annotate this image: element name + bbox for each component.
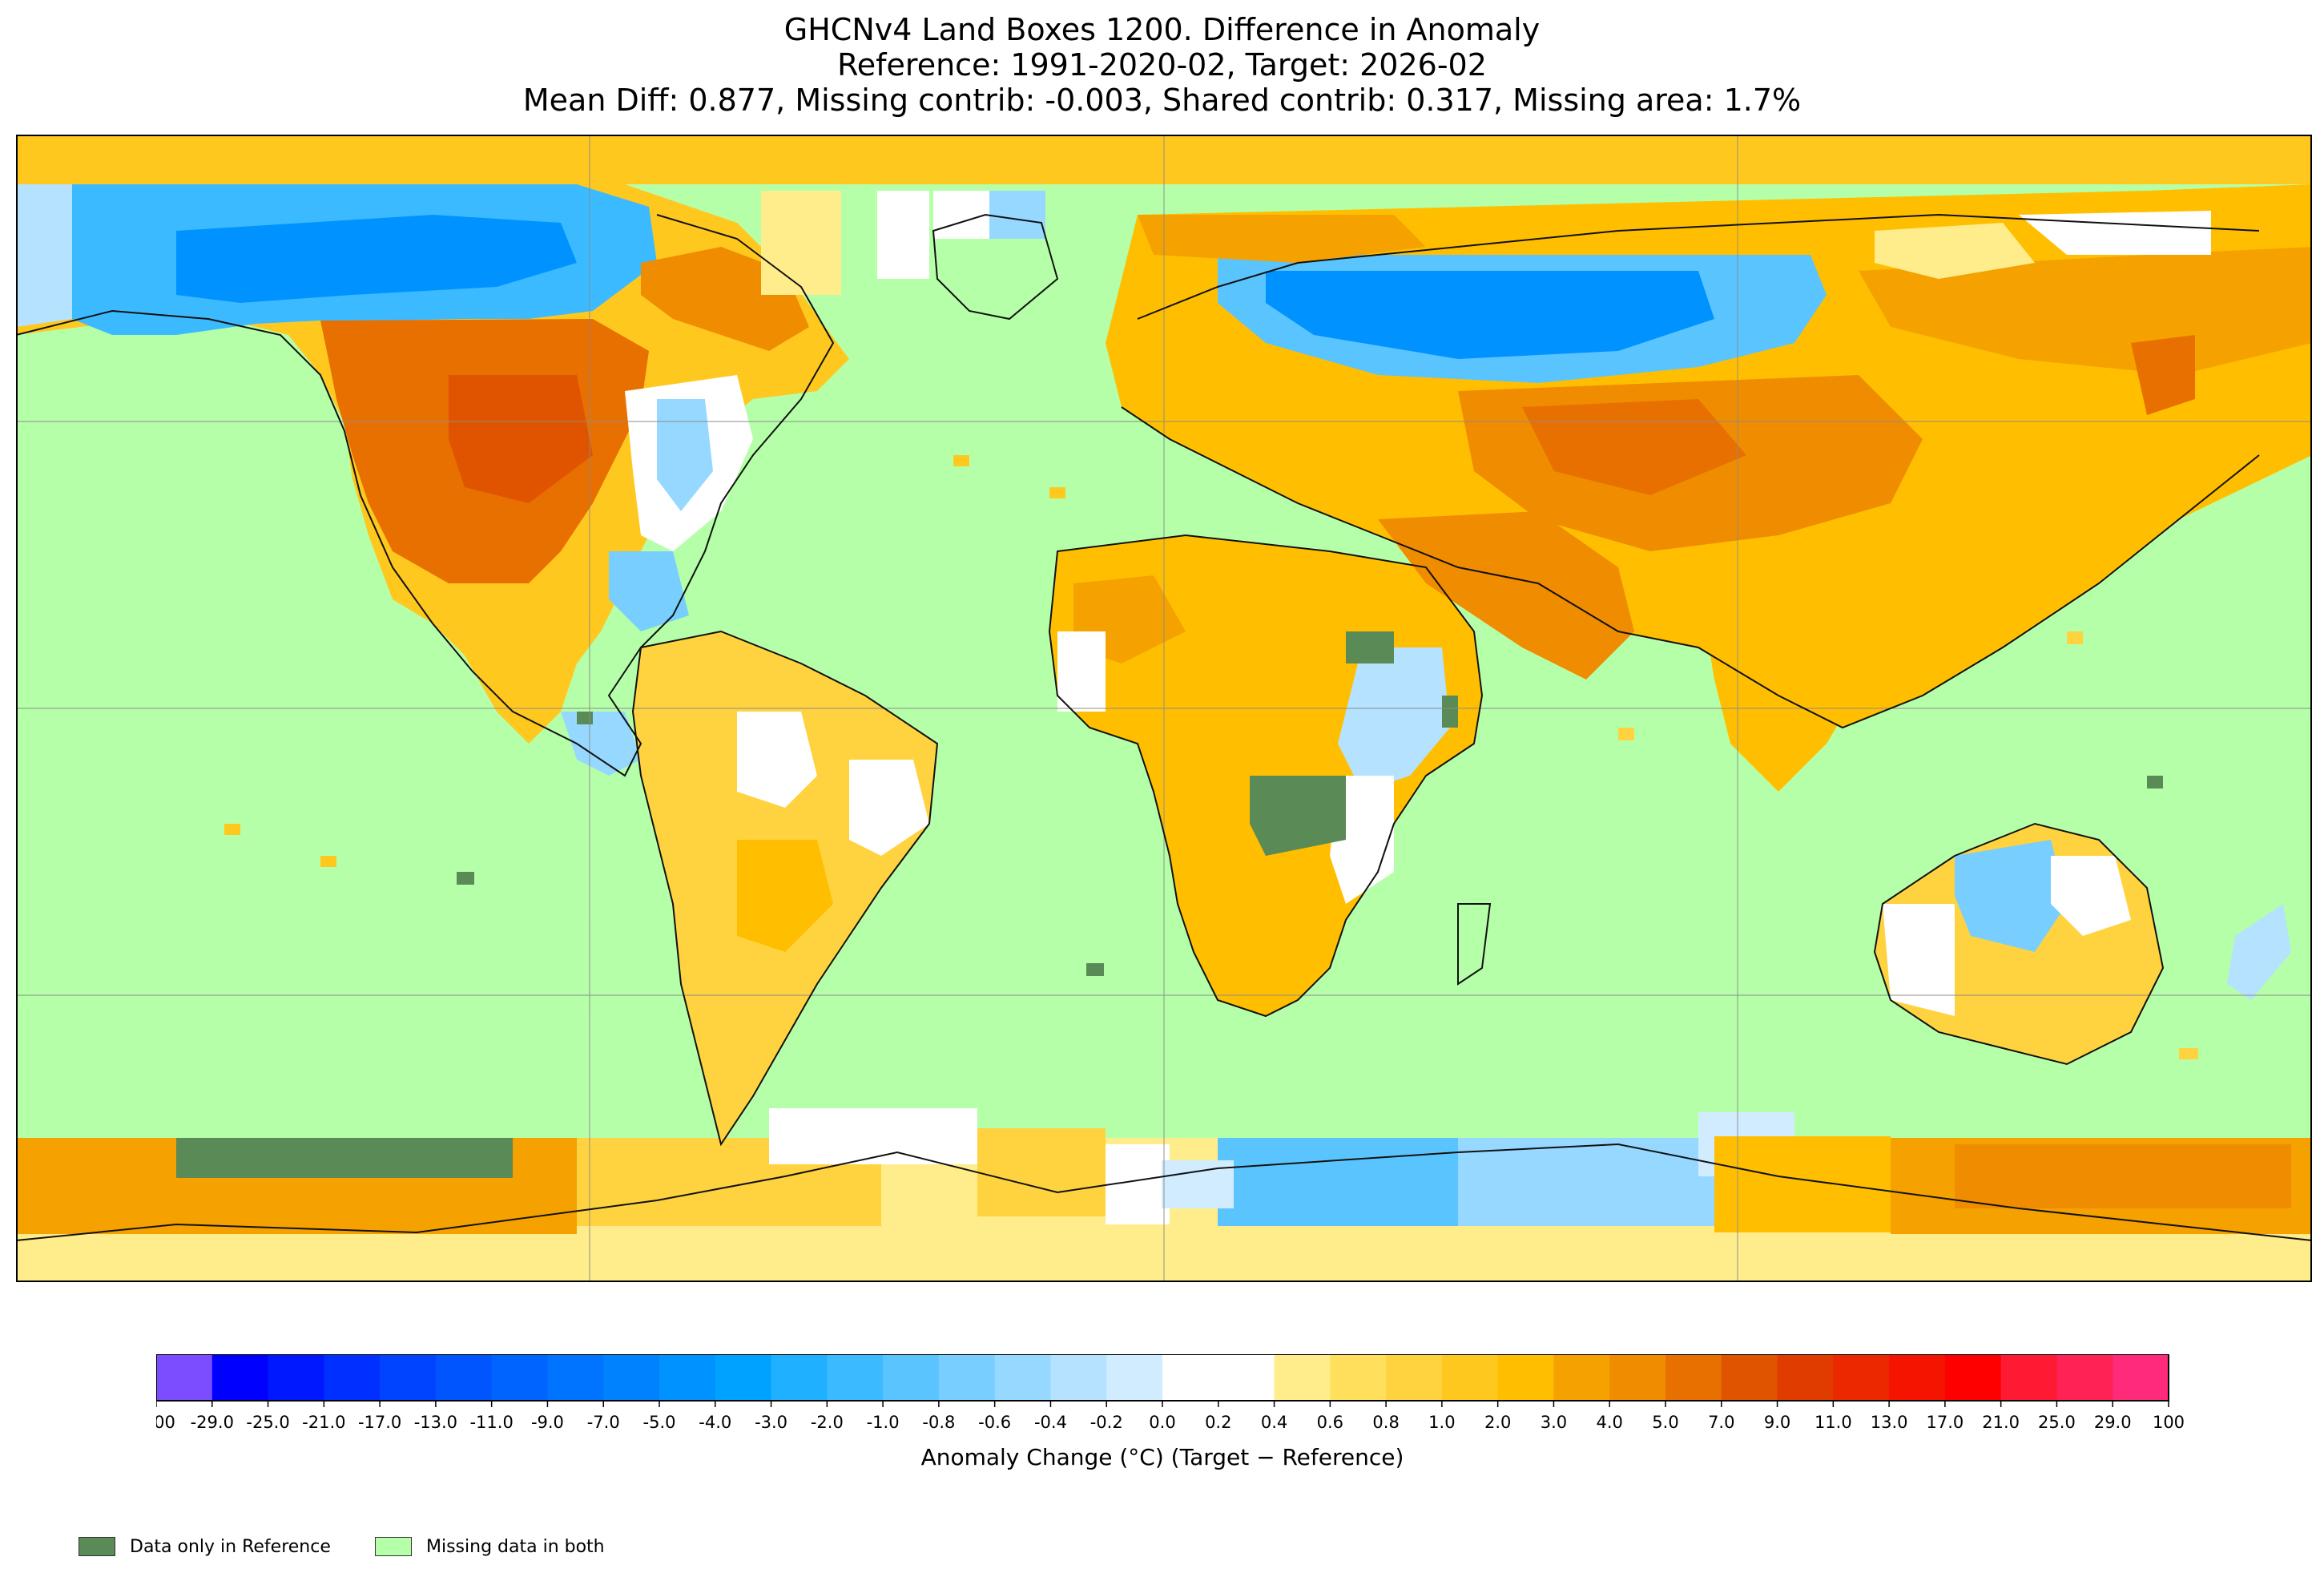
- colorbar-swatch: [1386, 1354, 1443, 1401]
- legend-label-missing: Missing data in both: [426, 1536, 605, 1557]
- colorbar-swatch: [827, 1354, 884, 1401]
- colorbar-tick-label: -2.0: [811, 1413, 844, 1432]
- map-frame: [16, 135, 2312, 1282]
- north-america-region: [16, 184, 933, 776]
- colorbar-tick-label: 25.0: [2038, 1413, 2076, 1432]
- colorbar-tick-label: 21.0: [1982, 1413, 2020, 1432]
- colorbar-swatch: [1944, 1354, 2002, 1401]
- colorbar-tick-label: 4.0: [1597, 1413, 1623, 1432]
- world-anomaly-map: [16, 135, 2312, 1282]
- colorbar-tick-label: 9.0: [1764, 1413, 1790, 1432]
- south-asia-region: [1378, 511, 1875, 792]
- colorbar-tick-label: -29.0: [191, 1413, 234, 1432]
- colorbar-swatch: [715, 1354, 772, 1401]
- colorbar-swatch: [659, 1354, 716, 1401]
- legend-reference-only: Data only in Reference: [79, 1532, 331, 1561]
- colorbar-swatch: [324, 1354, 381, 1401]
- colorbar-ticks: -100 -29.0 -25.0 -21.0 -17.0 -13.0 -11.0 -9.0 -7…: [156, 1401, 2185, 1432]
- colorbar-tick-label: -100: [156, 1413, 175, 1432]
- colorbar-swatch: [883, 1354, 940, 1401]
- colorbar-swatch: [938, 1354, 996, 1401]
- colorbar-swatch: [1665, 1354, 1722, 1401]
- island-boxes: [224, 455, 2198, 1059]
- australia-region: [1875, 824, 2291, 1064]
- colorbar-tick-label: 0.6: [1317, 1413, 1343, 1432]
- colorbar-swatch: [1889, 1354, 1946, 1401]
- colorbar-swatch: [1833, 1354, 1890, 1401]
- colorbar-tick-label: 29.0: [2094, 1413, 2132, 1432]
- colorbar-tick-label: 13.0: [1871, 1413, 1908, 1432]
- greenland-region: [929, 191, 1138, 319]
- colorbar-swatch: [1609, 1354, 1666, 1401]
- colorbar-tick-label: 7.0: [1708, 1413, 1734, 1432]
- colorbar-swatch: [994, 1354, 1052, 1401]
- colorbar-tick-label: 3.0: [1541, 1413, 1567, 1432]
- colorbar-swatch: [380, 1354, 437, 1401]
- legend-missing: Missing data in both: [375, 1532, 605, 1561]
- colorbar-tick-label: -9.0: [531, 1413, 564, 1432]
- colorbar-swatch: [1553, 1354, 1610, 1401]
- colorbar-swatch: [435, 1354, 493, 1401]
- colorbar-tick-label: -3.0: [755, 1413, 787, 1432]
- graticule: [16, 135, 2312, 1282]
- title-line-3: Mean Diff: 0.877, Missing contrib: -0.00…: [522, 83, 1802, 118]
- colorbar-tick-label: 0.2: [1205, 1413, 1231, 1432]
- colorbar-swatch: [1162, 1354, 1219, 1401]
- title-line-2: Reference: 1991-2020-02, Target: 2026-02: [837, 47, 1487, 83]
- colorbar-tick-label: -21.0: [302, 1413, 345, 1432]
- colorbar-swatch: [1106, 1354, 1163, 1401]
- legend-swatch-missing: [375, 1537, 412, 1556]
- colorbar-swatch: [603, 1354, 660, 1401]
- colorbar-tick-label: -25.0: [246, 1413, 289, 1432]
- south-america-region: [633, 631, 937, 1144]
- colorbar-tick-label: -11.0: [469, 1413, 513, 1432]
- eurasia-region: [1106, 184, 2312, 728]
- colorbar-tick-label: 11.0: [1814, 1413, 1852, 1432]
- colorbar-swatch: [491, 1354, 549, 1401]
- colorbar-swatch: [268, 1354, 324, 1401]
- colorbar-swatch: [1274, 1354, 1331, 1401]
- colorbar-swatch: [547, 1354, 604, 1401]
- colorbar-tick-label: -0.8: [922, 1413, 955, 1432]
- colorbar-label: Anomaly Change (°C) (Target − Reference): [921, 1444, 1404, 1470]
- colorbar-tick-label: -4.0: [699, 1413, 731, 1432]
- colorbar-swatch: [2113, 1354, 2169, 1401]
- title-line-1: GHCNv4 Land Boxes 1200. Difference in An…: [783, 12, 1541, 47]
- colorbar-swatch: [771, 1354, 828, 1401]
- colorbar-swatch: [1050, 1354, 1107, 1401]
- colorbar-swatch: [211, 1354, 269, 1401]
- colorbar: -100 -29.0 -25.0 -21.0 -17.0 -13.0 -11.0 -9.0 -7…: [156, 1354, 2185, 1470]
- colorbar-tick-label: 1.0: [1428, 1413, 1455, 1432]
- colorbar-swatch: [2056, 1354, 2113, 1401]
- legend-label-reference-only: Data only in Reference: [130, 1536, 331, 1557]
- colorbar-tick-label: 0.4: [1261, 1413, 1287, 1432]
- legend-swatch-reference-only: [79, 1537, 115, 1556]
- colorbar-tick-label: 100: [2153, 1413, 2185, 1432]
- colorbar-tick-label: 0.8: [1372, 1413, 1399, 1432]
- colorbar-swatch: [1721, 1354, 1778, 1401]
- colorbar-tick-label: -13.0: [414, 1413, 457, 1432]
- colorbar-tick-label: -0.6: [978, 1413, 1011, 1432]
- colorbar-swatch: [1777, 1354, 1834, 1401]
- colorbar-swatch: [156, 1354, 213, 1401]
- colorbar-tick-label: -5.0: [643, 1413, 676, 1432]
- colorbar-tick-label: -17.0: [358, 1413, 401, 1432]
- colorbar-swatch: [1330, 1354, 1387, 1401]
- colorbar-swatch: [1218, 1354, 1275, 1401]
- colorbar-tick-label: 17.0: [1927, 1413, 1964, 1432]
- coastlines: [16, 213, 2312, 1241]
- colorbar-tick-label: -1.0: [867, 1413, 900, 1432]
- colorbar-tick-label: -0.2: [1090, 1413, 1123, 1432]
- colorbar-tick-label: -0.4: [1034, 1413, 1067, 1432]
- colorbar-tick-label: 0.0: [1149, 1413, 1175, 1432]
- colorbar-tick-label: 2.0: [1484, 1413, 1511, 1432]
- colorbar-tick-label: -7.0: [587, 1413, 620, 1432]
- colorbar-tick-label: 5.0: [1652, 1413, 1678, 1432]
- colorbar-swatches: [156, 1354, 2169, 1401]
- colorbar-swatch: [1441, 1354, 1499, 1401]
- colorbar-swatch: [1497, 1354, 1555, 1401]
- colorbar-swatch: [2000, 1354, 2058, 1401]
